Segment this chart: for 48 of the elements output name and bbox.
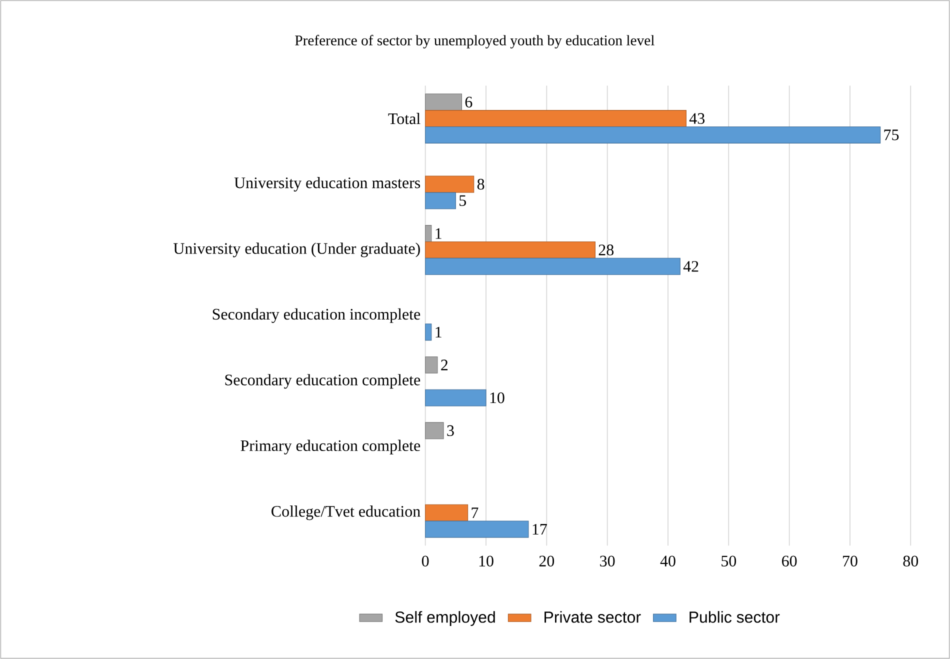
y-tick-label: University education (Under graduate) [174,242,420,258]
x-tick-label: 40 [660,556,676,566]
y-tick-label: Total [388,112,420,124]
bar [425,110,686,128]
bar [425,389,486,406]
data-label: 42 [683,261,698,272]
x-tick-label: 10 [479,556,494,566]
x-tick-label: 0 [422,556,429,566]
bar [425,356,438,374]
data-label: 5 [460,195,466,206]
data-label: 2 [441,360,448,370]
legend-label: Self employed [395,611,495,626]
data-label: 1 [436,228,442,239]
y-tick-label: Secondary education complete [225,374,420,389]
x-tick-label: 30 [600,556,615,566]
data-label: 7 [472,508,478,518]
x-tick-label: 50 [722,556,736,566]
data-label: 28 [598,244,614,256]
data-label: 1 [436,326,442,338]
bar [425,241,596,258]
bar [425,176,474,193]
x-tick-label: 70 [843,556,858,566]
bar [425,126,881,144]
x-tick-label: 20 [539,556,554,566]
y-tick-label: Secondary education incomplete [212,308,420,323]
bar [425,422,444,440]
bar [425,94,462,111]
chart-title: Preference of sector by unemployed youth by education level [295,34,654,48]
y-tick-label: University education masters [234,176,420,192]
data-label: 75 [884,130,899,140]
bar [425,258,680,275]
bar [425,192,456,210]
data-label: 43 [689,113,705,124]
data-label: 10 [490,392,504,404]
data-label: 6 [465,96,472,108]
bar [425,324,432,341]
y-tick-label: College/Tvet education [272,506,420,520]
bar [425,225,432,242]
bar [425,504,468,522]
data-label: 3 [447,425,454,436]
bar [425,520,529,538]
data-label: 17 [532,524,547,535]
legend-label: Private sector [544,611,641,623]
legend-label: Public sector [690,611,780,623]
x-tick-label: 80 [903,556,918,566]
x-tick-label: 60 [782,556,797,566]
y-tick-label: Primary education complete [240,440,420,454]
data-label: 8 [477,178,484,190]
